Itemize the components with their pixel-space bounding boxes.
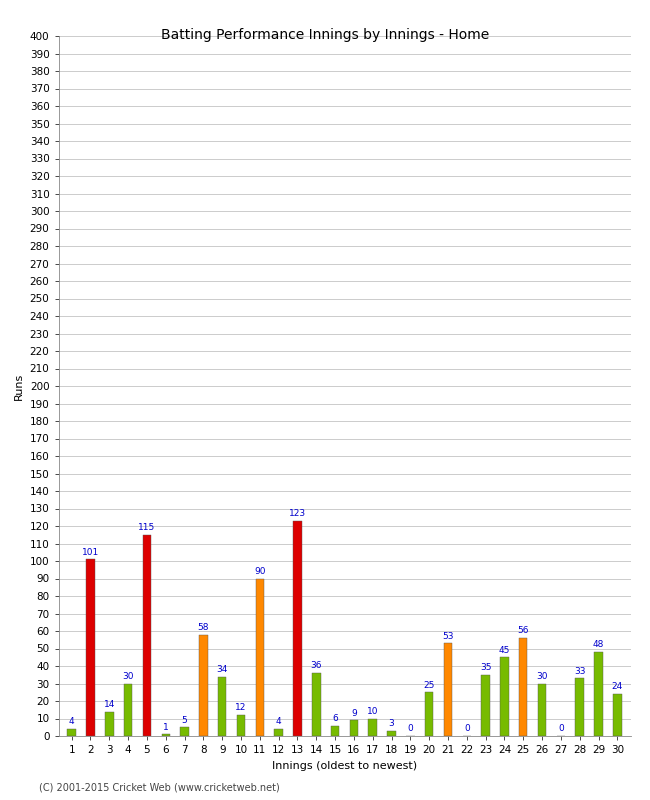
Bar	[425, 692, 434, 736]
Text: 115: 115	[138, 523, 155, 532]
Text: 3: 3	[389, 719, 395, 728]
Bar	[293, 521, 302, 736]
Text: 56: 56	[517, 626, 529, 635]
Bar	[312, 673, 320, 736]
Text: 0: 0	[558, 724, 564, 734]
Text: (C) 2001-2015 Cricket Web (www.cricketweb.net): (C) 2001-2015 Cricket Web (www.cricketwe…	[39, 782, 280, 792]
Bar	[613, 694, 621, 736]
Text: 10: 10	[367, 707, 378, 716]
Bar	[519, 638, 528, 736]
Bar	[387, 730, 396, 736]
Bar	[124, 683, 133, 736]
Text: 30: 30	[536, 672, 548, 681]
Text: 1: 1	[163, 722, 168, 732]
Text: 4: 4	[69, 718, 75, 726]
Text: 25: 25	[424, 681, 435, 690]
Bar	[105, 711, 114, 736]
Bar	[237, 715, 245, 736]
Text: 48: 48	[593, 640, 605, 650]
Text: 45: 45	[499, 646, 510, 654]
Bar	[218, 677, 226, 736]
Bar	[538, 683, 546, 736]
Text: 33: 33	[574, 666, 586, 676]
Bar	[180, 727, 188, 736]
Bar	[482, 674, 490, 736]
Text: 58: 58	[198, 623, 209, 632]
Text: 90: 90	[254, 567, 266, 576]
Bar	[86, 559, 95, 736]
Bar	[143, 534, 151, 736]
Text: 30: 30	[122, 672, 134, 681]
Bar	[369, 718, 377, 736]
Text: 0: 0	[408, 724, 413, 734]
Text: Batting Performance Innings by Innings - Home: Batting Performance Innings by Innings -…	[161, 28, 489, 42]
Bar	[161, 734, 170, 736]
Bar	[274, 729, 283, 736]
Text: 24: 24	[612, 682, 623, 691]
Text: 53: 53	[442, 632, 454, 641]
Text: 5: 5	[182, 716, 187, 725]
X-axis label: Innings (oldest to newest): Innings (oldest to newest)	[272, 761, 417, 770]
Bar	[500, 658, 509, 736]
Bar	[594, 652, 603, 736]
Y-axis label: Runs: Runs	[14, 372, 24, 400]
Bar	[350, 720, 358, 736]
Bar	[444, 643, 452, 736]
Bar	[331, 726, 339, 736]
Bar	[255, 578, 264, 736]
Text: 4: 4	[276, 718, 281, 726]
Bar	[68, 729, 76, 736]
Text: 0: 0	[464, 724, 470, 734]
Text: 101: 101	[82, 548, 99, 557]
Text: 6: 6	[332, 714, 338, 723]
Text: 35: 35	[480, 663, 491, 672]
Text: 9: 9	[351, 709, 357, 718]
Bar	[575, 678, 584, 736]
Text: 123: 123	[289, 509, 306, 518]
Text: 14: 14	[103, 700, 115, 709]
Text: 34: 34	[216, 665, 228, 674]
Bar	[199, 634, 207, 736]
Text: 36: 36	[311, 662, 322, 670]
Text: 12: 12	[235, 703, 247, 712]
